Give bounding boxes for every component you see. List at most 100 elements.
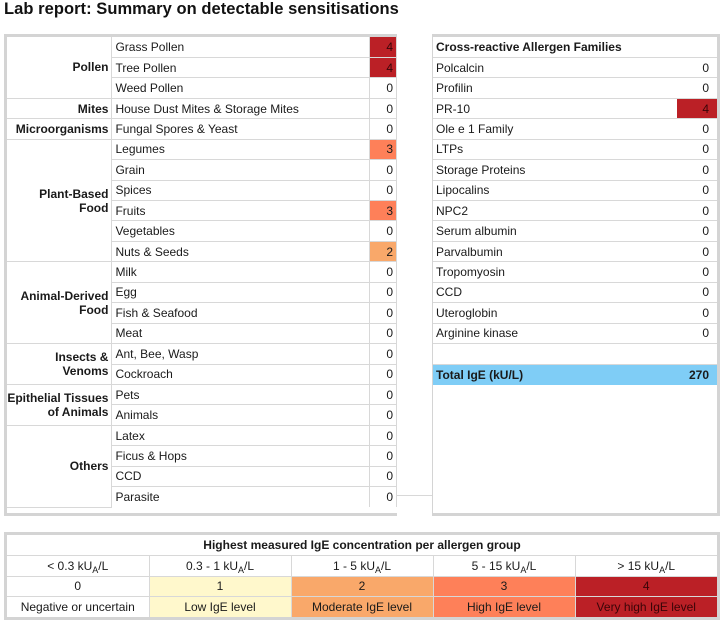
- range-unit-subscript: A: [659, 564, 666, 575]
- allergen-family-name: Polcalcin: [433, 57, 677, 79]
- allergen-group-label: Pollen: [7, 37, 113, 99]
- cross-reactive-panel: Cross-reactive Allergen Families Polcalc…: [432, 34, 720, 516]
- allergen-family-name: Parvalbumin: [433, 241, 677, 263]
- allergen-family-name: NPC2: [433, 200, 677, 222]
- legend-title: Highest measured IgE concentration per a…: [7, 535, 717, 556]
- allergen-groups-table: Pollen Grass Pollen 4 Tree Pollen 4 Weed Poll…: [7, 37, 397, 508]
- allergen-row: Insects & Venoms Ant, Bee, Wasp 0: [7, 343, 397, 385]
- legend-level-label: Low IgE level: [148, 596, 292, 617]
- allergen-level-value: 3: [369, 138, 397, 161]
- allergen-family-name: Serum albumin: [433, 220, 677, 242]
- allergen-level-value: 3: [369, 199, 397, 222]
- range-unit-suffix: /L: [381, 558, 392, 573]
- allergen-row: Ficus & Hops 0: [7, 445, 397, 467]
- allergen-name: Ficus & Hops: [111, 445, 371, 467]
- allergen-row: Grain 0: [7, 159, 397, 181]
- allergen-name: Legumes: [111, 138, 371, 161]
- allergen-group-label: Insects & Venoms: [7, 343, 113, 385]
- allergen-row: Plant-Based Food Legumes 3: [7, 138, 397, 263]
- allergen-row: Weed Pollen 0: [7, 77, 397, 99]
- allergen-row: Pollen Grass Pollen 4: [7, 37, 397, 99]
- range-text: > 15 kU: [617, 558, 660, 573]
- legend-range: < 0.3 kUA/L: [7, 555, 150, 577]
- allergen-name: Cockroach: [111, 363, 371, 385]
- allergen-name: Grass Pollen: [111, 37, 371, 58]
- allergen-row: Animals 0: [7, 404, 397, 426]
- allergen-family-name: Lipocalins: [433, 180, 677, 202]
- allergen-level-value: 0: [369, 322, 397, 345]
- legend-level: 2: [290, 575, 434, 597]
- allergen-name: Nuts & Seeds: [111, 240, 371, 263]
- range-unit-suffix: /L: [98, 558, 109, 573]
- allergen-family-name: Storage Proteins: [433, 159, 677, 181]
- allergen-level-value: 0: [369, 97, 397, 120]
- range-unit-subscript: A: [374, 564, 381, 575]
- allergen-group-label: Others: [7, 424, 113, 508]
- allergen-groups-panel: Pollen Grass Pollen 4 Tree Pollen 4 Weed Poll…: [4, 34, 397, 516]
- cross-reactive-row: Parvalbumin 0: [433, 241, 717, 263]
- allergen-family-value: 0: [677, 302, 717, 324]
- allergen-family-value: 0: [677, 323, 717, 345]
- allergen-level-value: 0: [369, 363, 397, 385]
- allergen-level-value: 0: [369, 261, 397, 283]
- allergen-name: Milk: [111, 261, 371, 283]
- allergen-family-name: PR-10: [433, 98, 677, 120]
- allergen-group-label: Plant-Based Food: [7, 138, 113, 263]
- allergen-name: CCD: [111, 465, 371, 488]
- allergen-name: Grain: [111, 159, 371, 181]
- range-unit-suffix: /L: [244, 558, 255, 573]
- legend-range: 0.3 - 1 kUA/L: [148, 555, 292, 577]
- allergen-family-value: 0: [677, 77, 717, 99]
- legend-range: > 15 kUA/L: [574, 555, 717, 577]
- allergen-name: Ant, Bee, Wasp: [111, 343, 371, 365]
- allergen-level-value: 0: [369, 343, 397, 365]
- range-unit-subscript: A: [92, 564, 99, 575]
- allergen-group-label: Epithelial Tissues of Animals: [7, 383, 113, 426]
- allergen-level-value: 0: [369, 424, 397, 447]
- allergen-name: Meat: [111, 322, 371, 345]
- allergen-row: Microorganisms Fungal Spores & Yeast 0: [7, 118, 397, 140]
- allergen-row: CCD 0: [7, 465, 397, 488]
- allergen-level-value: 0: [369, 486, 397, 508]
- cross-reactive-row: Lipocalins 0: [433, 180, 717, 202]
- legend-table: Highest measured IgE concentration per a…: [7, 535, 717, 617]
- allergen-level-value: 0: [369, 281, 397, 304]
- cross-reactive-row: Arginine kinase 0: [433, 323, 717, 345]
- legend-level-label: Moderate IgE level: [290, 596, 434, 617]
- total-ige-label: Total IgE (kU/L): [433, 364, 677, 386]
- allergen-family-value: 0: [677, 200, 717, 222]
- allergen-row: Mites House Dust Mites & Storage Mites 0: [7, 97, 397, 120]
- allergen-name: Fruits: [111, 199, 371, 222]
- allergen-level-value: 4: [369, 56, 397, 79]
- cross-reactive-row: Uteroglobin 0: [433, 302, 717, 324]
- range-text: 5 - 15 kU: [471, 558, 521, 573]
- allergen-family-name: Arginine kinase: [433, 323, 677, 345]
- legend-level: 3: [432, 575, 576, 597]
- allergen-name: Weed Pollen: [111, 77, 371, 99]
- allergen-family-value: 0: [677, 180, 717, 202]
- allergen-family-name: Uteroglobin: [433, 302, 677, 324]
- allergen-family-name: Profilin: [433, 77, 677, 99]
- spacer-row: [433, 343, 717, 365]
- allergen-group-label: Mites: [7, 97, 113, 120]
- allergen-family-value: 0: [677, 159, 717, 181]
- legend-level: 0: [7, 575, 150, 597]
- allergen-row: Vegetables 0: [7, 220, 397, 242]
- allergen-level-value: 4: [369, 37, 397, 58]
- cross-reactive-header: Cross-reactive Allergen Families: [433, 37, 717, 58]
- allergen-name: Animals: [111, 404, 371, 426]
- cross-reactive-row: Profilin 0: [433, 77, 717, 99]
- allergen-row: Others Latex 0: [7, 424, 397, 508]
- allergen-level-value: 0: [369, 77, 397, 99]
- cross-reactive-row: Polcalcin 0: [433, 57, 717, 79]
- legend-level-label: High IgE level: [432, 596, 576, 617]
- allergen-family-value: 4: [677, 98, 717, 120]
- allergen-level-value: 0: [369, 445, 397, 467]
- legend-range: 1 - 5 kUA/L: [290, 555, 434, 577]
- legend-level: 4: [574, 575, 717, 597]
- allergen-name: Pets: [111, 383, 371, 406]
- allergen-name: Fungal Spores & Yeast: [111, 118, 371, 140]
- allergen-level-value: 0: [369, 404, 397, 426]
- spacer-cell: [433, 343, 717, 365]
